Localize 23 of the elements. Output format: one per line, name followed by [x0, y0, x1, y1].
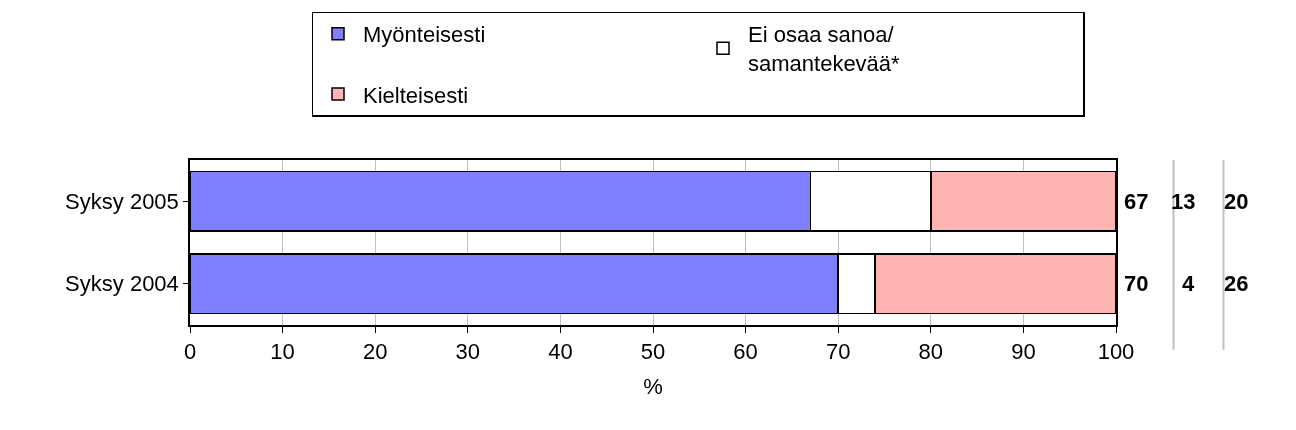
y-tick-label: Syksy 2005: [65, 188, 179, 214]
x-tick-label: 20: [362, 339, 388, 365]
x-tick-label: 10: [270, 339, 295, 365]
legend-label: Myönteisesti: [363, 22, 486, 48]
x-tick-label: 100: [1097, 339, 1135, 365]
legend-label: Ei osaa sanoa/samantekevää*: [748, 22, 901, 77]
data-label: 13: [1171, 189, 1196, 214]
x-tick-label: 80: [918, 339, 944, 365]
x-axis-title: %: [643, 373, 663, 399]
x-tick-label: 90: [1011, 339, 1036, 365]
data-label: 67: [1124, 189, 1149, 214]
x-tick-label: 30: [455, 339, 481, 365]
data-label: 4: [1182, 271, 1195, 296]
x-tick-label: 50: [640, 339, 666, 365]
data-label: 70: [1124, 271, 1149, 296]
x-tick-label: 40: [548, 339, 573, 365]
x-tick-label: 60: [733, 339, 758, 365]
x-tick-label: 70: [825, 339, 851, 365]
data-label: 26: [1224, 271, 1249, 296]
legend-label: Kielteisesti: [363, 82, 469, 108]
x-tick-label: 0: [183, 339, 197, 365]
y-tick-label: Syksy 2004: [65, 271, 179, 297]
data-label: 20: [1224, 189, 1249, 214]
